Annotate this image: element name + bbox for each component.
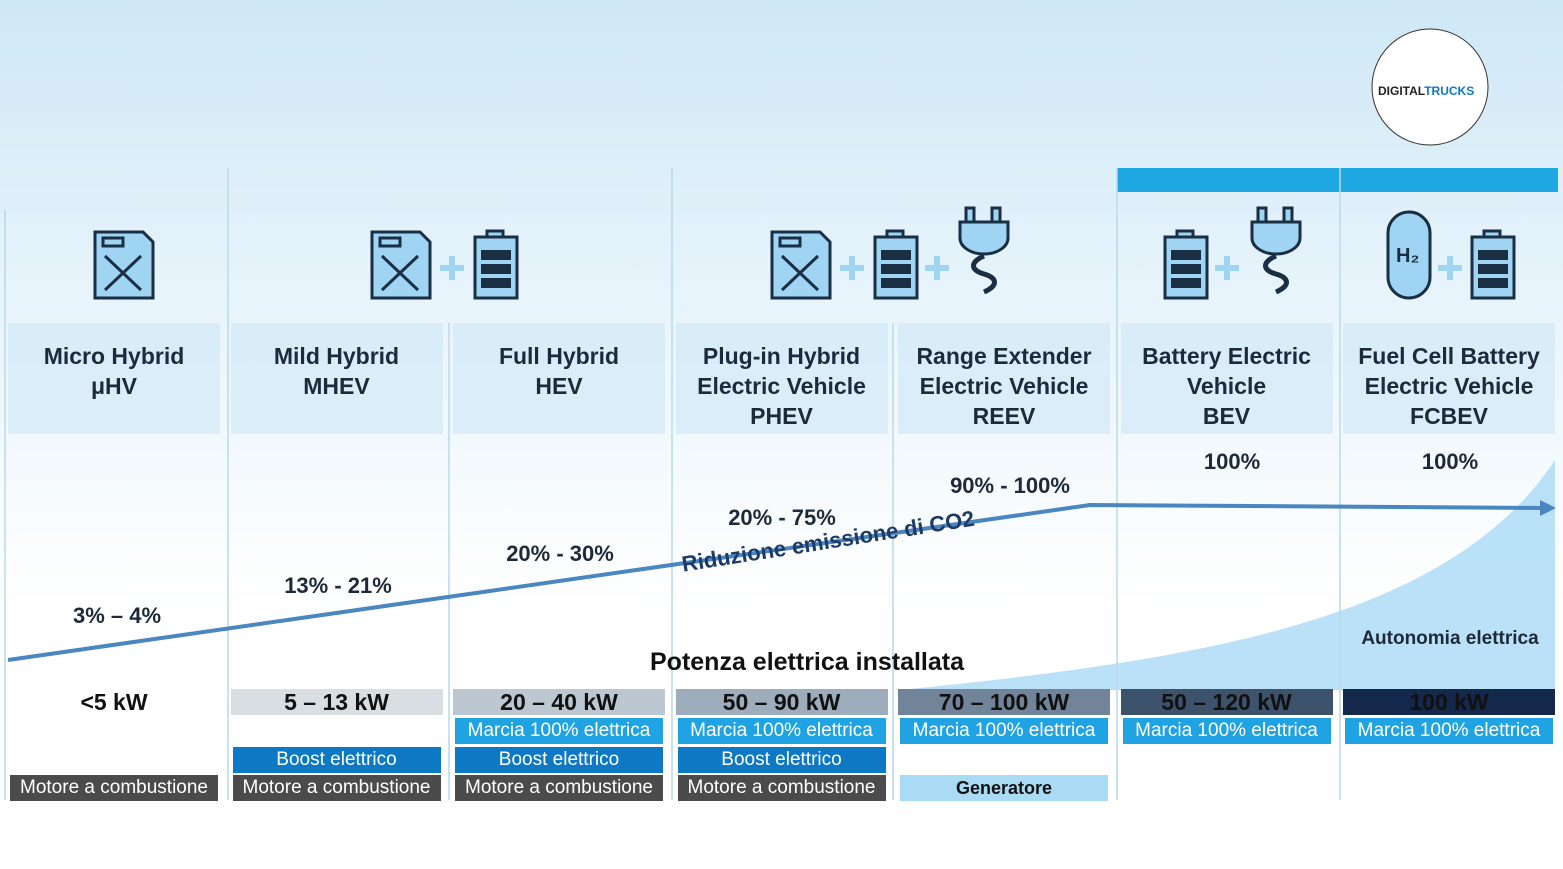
header: Range Extender Electric Vehicle REEV: [898, 323, 1110, 434]
icon-part: [1171, 250, 1201, 260]
co2-reduction: 100%: [1421, 449, 1479, 474]
logo: DIGITALTRUCKS: [1378, 84, 1474, 98]
icons: H₂: [93, 206, 1516, 300]
header-line: Battery Electric: [1142, 343, 1311, 369]
feature: Boost elettrico: [455, 747, 663, 773]
logo-circle: [1371, 28, 1489, 146]
power: 70 – 100 kW: [898, 689, 1110, 715]
header-line: Electric Vehicle: [697, 373, 866, 399]
range-label: Autonomia elettrica: [1361, 628, 1539, 649]
arrow-head: [1540, 500, 1556, 516]
header-line: Full Hybrid: [498, 343, 620, 369]
power-heading: Potenza elettrica installata: [650, 648, 965, 676]
co2-reduction: 90% - 100%: [950, 473, 1070, 498]
header-line: Mild Hybrid: [273, 343, 400, 369]
header-line: REEV: [972, 403, 1036, 429]
icon-part: [103, 254, 143, 292]
icon-part: [380, 254, 420, 292]
header-line: Range Extender: [916, 343, 1092, 369]
header-line: HEV: [535, 373, 583, 399]
feature: Motore a combustione: [455, 775, 663, 801]
feature: Marcia 100% elettrica: [1122, 718, 1331, 744]
icon-part: [1438, 256, 1462, 280]
icon-part: [780, 254, 820, 292]
icon-part: [440, 256, 464, 280]
icon-part: [370, 230, 432, 300]
co2-reduction: 13% - 21%: [284, 573, 392, 598]
feature: Boost elettrico: [232, 747, 441, 773]
header-line: Micro Hybrid: [43, 343, 185, 369]
icon-part: [1478, 264, 1508, 274]
header-line: Fuel Cell Battery: [1358, 343, 1540, 369]
icon-part: [1478, 250, 1508, 260]
header-line: PHEV: [750, 403, 813, 429]
icon-symbol: H₂: [1396, 245, 1419, 267]
co2-reduction: 3% – 4%: [72, 603, 162, 628]
header: Full Hybrid HEV: [453, 323, 665, 434]
header: Micro Hybrid μHV: [8, 323, 220, 434]
feature: Motore a combustione: [10, 775, 218, 801]
power: <5 kW: [8, 689, 220, 715]
icon-part: [881, 278, 911, 288]
co2-reduction: 20% - 75%: [728, 505, 836, 530]
co2-line: [7, 502, 1549, 662]
icon-part: [1171, 264, 1201, 274]
header-line: Vehicle: [1186, 373, 1267, 399]
icon-part: [378, 236, 402, 248]
power: 50 – 90 kW: [675, 689, 888, 715]
header-line: Electric Vehicle: [919, 373, 1089, 399]
feature: Motore a combustione: [677, 775, 886, 801]
icon-part: [481, 250, 511, 260]
icon-part: [1250, 220, 1302, 256]
feature: Marcia 100% elettrica: [1345, 718, 1553, 744]
icon-part: [93, 230, 155, 300]
co2-reduction: 20% - 30%: [506, 541, 614, 566]
header-line: MHEV: [303, 373, 370, 399]
feature: Marcia 100% elettrica: [455, 718, 663, 744]
icon-part: [971, 253, 997, 295]
header: Battery Electric Vehicle BEV: [1120, 323, 1333, 434]
icon-part: [778, 236, 802, 248]
power: 20 – 40 kW: [453, 689, 665, 715]
header: Fuel Cell Battery Electric Vehicle FCBEV: [1343, 323, 1555, 434]
feature: Motore a combustione: [232, 775, 441, 801]
icon-part: [1215, 256, 1239, 280]
logo-part: TRUCKS: [1424, 84, 1475, 98]
icon-part: [1263, 253, 1289, 295]
icon-part: [840, 256, 864, 280]
power: 5 – 13 kW: [230, 689, 443, 715]
header: Mild Hybrid MHEV: [230, 323, 443, 434]
icon-part: [481, 278, 511, 288]
icon-part: [770, 230, 832, 300]
power: 50 – 120 kW: [1120, 689, 1333, 715]
header-line: Plug-in Hybrid: [702, 343, 861, 369]
icon-part: [881, 250, 911, 260]
feature: Boost elettrico: [677, 747, 886, 773]
icon-part: [1478, 278, 1508, 288]
header-line: FCBEV: [1410, 403, 1488, 429]
feature: Generatore: [900, 775, 1108, 801]
icon-part: [481, 264, 511, 274]
co2-reduction: 100%: [1203, 449, 1261, 474]
header: Plug-in Hybrid Electric Vehicle PHEV: [675, 323, 888, 434]
icon-part: [1386, 210, 1432, 300]
header-line: μHV: [90, 373, 138, 399]
icon-part: [1171, 278, 1201, 288]
icon-part: [881, 264, 911, 274]
icon-part: [925, 256, 949, 280]
dividers: [4, 168, 1341, 800]
range-area: [900, 460, 1555, 690]
header-line: Electric Vehicle: [1364, 373, 1534, 399]
icon-part: [958, 220, 1010, 256]
top-band: [1117, 168, 1558, 192]
power: 100 kW: [1343, 689, 1555, 715]
header-line: BEV: [1202, 403, 1251, 429]
logo-part: DIGITAL: [1378, 84, 1425, 98]
feature: Marcia 100% elettrica: [900, 718, 1108, 744]
feature: Marcia 100% elettrica: [677, 718, 886, 744]
icon-part: [101, 236, 125, 248]
